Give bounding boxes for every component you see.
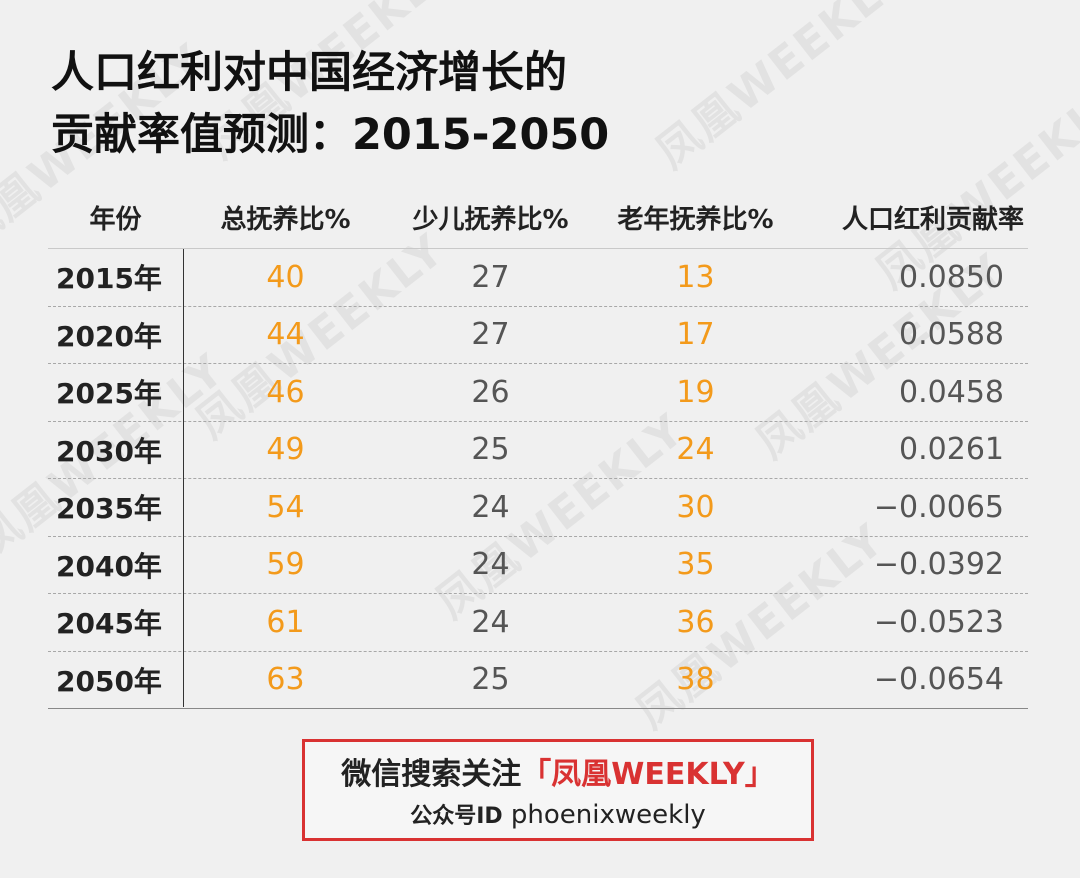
follow-prefix: 微信搜索关注 xyxy=(341,757,522,792)
header-elderly-dependency: 老年抚养比% xyxy=(617,204,774,235)
cell-total: 61 xyxy=(266,604,305,640)
cell-elderly: 24 xyxy=(676,432,715,468)
table-row: 2035年 54 24 30 −0.0065 xyxy=(48,479,1028,537)
header-total-dependency: 总抚养比% xyxy=(220,204,351,235)
table-body: 2015年 40 27 13 0.0850 2020年 44 27 17 0.0… xyxy=(48,249,1028,709)
cell-total: 59 xyxy=(266,547,305,583)
cell-elderly: 17 xyxy=(676,317,715,353)
cell-year: 2050年 xyxy=(56,664,162,698)
cell-dividend: −0.0523 xyxy=(873,604,1004,640)
cell-elderly: 38 xyxy=(676,662,715,698)
cell-dividend: −0.0654 xyxy=(873,662,1004,698)
cell-year: 2035年 xyxy=(56,492,162,526)
page-title: 人口红利对中国经济增长的 贡献率值预测：2015-2050 xyxy=(51,42,751,166)
cell-dividend: 0.0850 xyxy=(899,259,1004,295)
cell-child: 25 xyxy=(471,432,510,468)
cell-total: 63 xyxy=(266,662,305,698)
cell-total: 46 xyxy=(266,374,305,410)
cell-child: 25 xyxy=(471,662,510,698)
table-row: 2015年 40 27 13 0.0850 xyxy=(48,249,1028,307)
table-row: 2045年 61 24 36 −0.0523 xyxy=(48,594,1028,652)
cell-elderly: 35 xyxy=(676,547,715,583)
cell-year: 2030年 xyxy=(56,434,162,468)
column-divider xyxy=(183,249,184,707)
cell-elderly: 30 xyxy=(676,489,715,525)
cell-dividend: −0.0065 xyxy=(873,489,1004,525)
cell-child: 24 xyxy=(471,604,510,640)
cell-year: 2020年 xyxy=(56,319,162,353)
title-line-1: 人口红利对中国经济增长的 xyxy=(51,48,567,98)
cell-child: 26 xyxy=(471,374,510,410)
follow-promo-box: 微信搜索关注「凤凰WEEKLY」 公众号ID phoenixweekly xyxy=(302,739,814,841)
account-id-label: 公众号ID xyxy=(410,804,503,829)
header-child-dependency: 少儿抚养比% xyxy=(412,204,569,235)
cell-total: 49 xyxy=(266,432,305,468)
cell-child: 24 xyxy=(471,489,510,525)
cell-year: 2045年 xyxy=(56,607,162,641)
cell-dividend: 0.0261 xyxy=(899,432,1004,468)
table-header-row: 年份 总抚养比% 少儿抚养比% 老年抚养比% 人口红利贡献率 xyxy=(48,186,1028,249)
cell-dividend: 0.0458 xyxy=(899,374,1004,410)
cell-year: 2025年 xyxy=(56,377,162,411)
cell-child: 27 xyxy=(471,259,510,295)
cell-child: 24 xyxy=(471,547,510,583)
brand-name: 「凤凰WEEKLY」 xyxy=(521,757,775,792)
data-table: 年份 总抚养比% 少儿抚养比% 老年抚养比% 人口红利贡献率 2015年 40 … xyxy=(48,186,1028,709)
cell-elderly: 36 xyxy=(676,604,715,640)
table-row: 2025年 46 26 19 0.0458 xyxy=(48,364,1028,422)
cell-year: 2015年 xyxy=(56,262,162,296)
title-line-2: 贡献率值预测：2015-2050 xyxy=(51,110,610,160)
cell-dividend: 0.0588 xyxy=(899,317,1004,353)
table-row: 2050年 63 25 38 −0.0654 xyxy=(48,652,1028,709)
cell-total: 54 xyxy=(266,489,305,525)
cell-elderly: 19 xyxy=(676,374,715,410)
account-id-line: 公众号ID phoenixweekly xyxy=(305,798,811,834)
header-dividend-contribution: 人口红利贡献率 xyxy=(841,204,1024,235)
cell-total: 44 xyxy=(266,317,305,353)
cell-dividend: −0.0392 xyxy=(873,547,1004,583)
table-row: 2040年 59 24 35 −0.0392 xyxy=(48,537,1028,594)
header-year: 年份 xyxy=(89,204,142,235)
table-row: 2030年 49 25 24 0.0261 xyxy=(48,422,1028,479)
table-row: 2020年 44 27 17 0.0588 xyxy=(48,307,1028,364)
cell-year: 2040年 xyxy=(56,549,162,583)
cell-total: 40 xyxy=(266,259,305,295)
cell-child: 27 xyxy=(471,317,510,353)
follow-line: 微信搜索关注「凤凰WEEKLY」 xyxy=(305,756,811,794)
account-id-value: phoenixweekly xyxy=(510,800,706,830)
cell-elderly: 13 xyxy=(676,259,715,295)
